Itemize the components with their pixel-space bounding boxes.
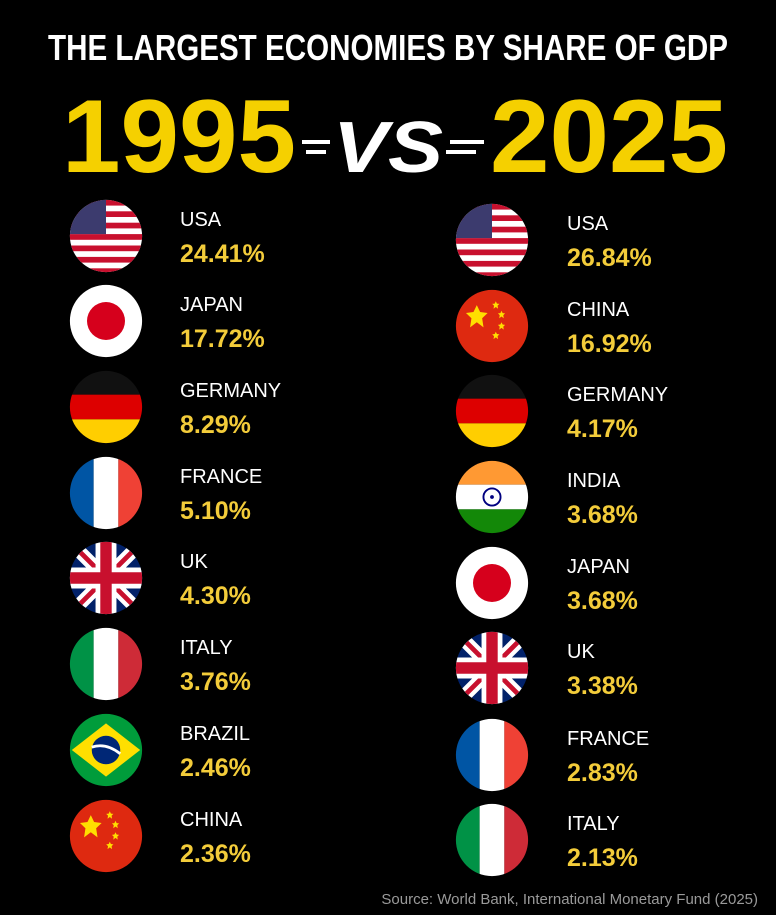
share: 3.76% bbox=[180, 668, 251, 696]
share: 8.29% bbox=[180, 411, 251, 439]
row: JAPAN 17.72% bbox=[68, 283, 265, 359]
year-right: 2025 bbox=[490, 79, 728, 195]
row: GERMANY 8.29% bbox=[68, 369, 281, 445]
row: ITALY 2.13% bbox=[454, 802, 638, 878]
share: 4.30% bbox=[180, 582, 251, 610]
country: UK bbox=[180, 551, 208, 573]
row: GERMANY 4.17% bbox=[454, 373, 668, 449]
country: FRANCE bbox=[567, 728, 649, 750]
vs: VS bbox=[333, 108, 443, 188]
country: INDIA bbox=[567, 470, 621, 492]
row: UK 3.38% bbox=[454, 630, 638, 706]
country: UK bbox=[567, 641, 595, 663]
country: JAPAN bbox=[180, 294, 243, 316]
row: JAPAN 3.68% bbox=[454, 545, 638, 621]
country: USA bbox=[567, 213, 609, 235]
left-column: USA 24.41% JAPAN 17.72% GERMANY 8.29% FRANC… bbox=[68, 198, 281, 874]
source: Source: World Bank, International Moneta… bbox=[381, 891, 758, 908]
share: 3.38% bbox=[567, 672, 638, 700]
row: ITALY 3.76% bbox=[68, 626, 251, 702]
year-left: 1995 bbox=[62, 79, 296, 195]
share: 17.72% bbox=[180, 325, 265, 353]
share: 2.46% bbox=[180, 754, 251, 782]
share: 3.68% bbox=[567, 501, 638, 529]
share: 2.36% bbox=[180, 840, 251, 868]
share: 4.17% bbox=[567, 415, 638, 443]
country: ITALY bbox=[180, 637, 233, 659]
share: 2.83% bbox=[567, 759, 638, 787]
share: 16.92% bbox=[567, 330, 652, 358]
country: GERMANY bbox=[180, 380, 281, 402]
country: USA bbox=[180, 209, 222, 231]
share: 26.84% bbox=[567, 244, 652, 272]
share: 5.10% bbox=[180, 497, 251, 525]
row: CHINA 16.92% bbox=[454, 288, 652, 364]
share: 2.13% bbox=[567, 844, 638, 872]
row: USA 24.41% bbox=[68, 198, 265, 274]
share: 24.41% bbox=[180, 240, 265, 268]
share: 3.68% bbox=[567, 587, 638, 615]
right-column: USA 26.84% CHINA 16.92% GERMANY 4.17% INDIA… bbox=[454, 202, 668, 878]
country: CHINA bbox=[567, 299, 630, 321]
row: BRAZIL 2.46% bbox=[68, 712, 251, 788]
row: FRANCE 5.10% bbox=[68, 455, 262, 531]
country: ITALY bbox=[567, 813, 620, 835]
row: INDIA 3.68% bbox=[454, 459, 638, 535]
row: UK 4.30% bbox=[68, 540, 251, 616]
row: USA 26.84% bbox=[454, 202, 652, 278]
title: THE LARGEST ECONOMIES BY SHARE OF GDP bbox=[48, 27, 728, 68]
country: GERMANY bbox=[567, 384, 668, 406]
country: JAPAN bbox=[567, 556, 630, 578]
country: FRANCE bbox=[180, 466, 262, 488]
country: CHINA bbox=[180, 809, 243, 831]
country: BRAZIL bbox=[180, 723, 250, 745]
row: CHINA 2.36% bbox=[68, 798, 251, 874]
row: FRANCE 2.83% bbox=[454, 717, 649, 793]
vs-dashes bbox=[302, 140, 484, 154]
